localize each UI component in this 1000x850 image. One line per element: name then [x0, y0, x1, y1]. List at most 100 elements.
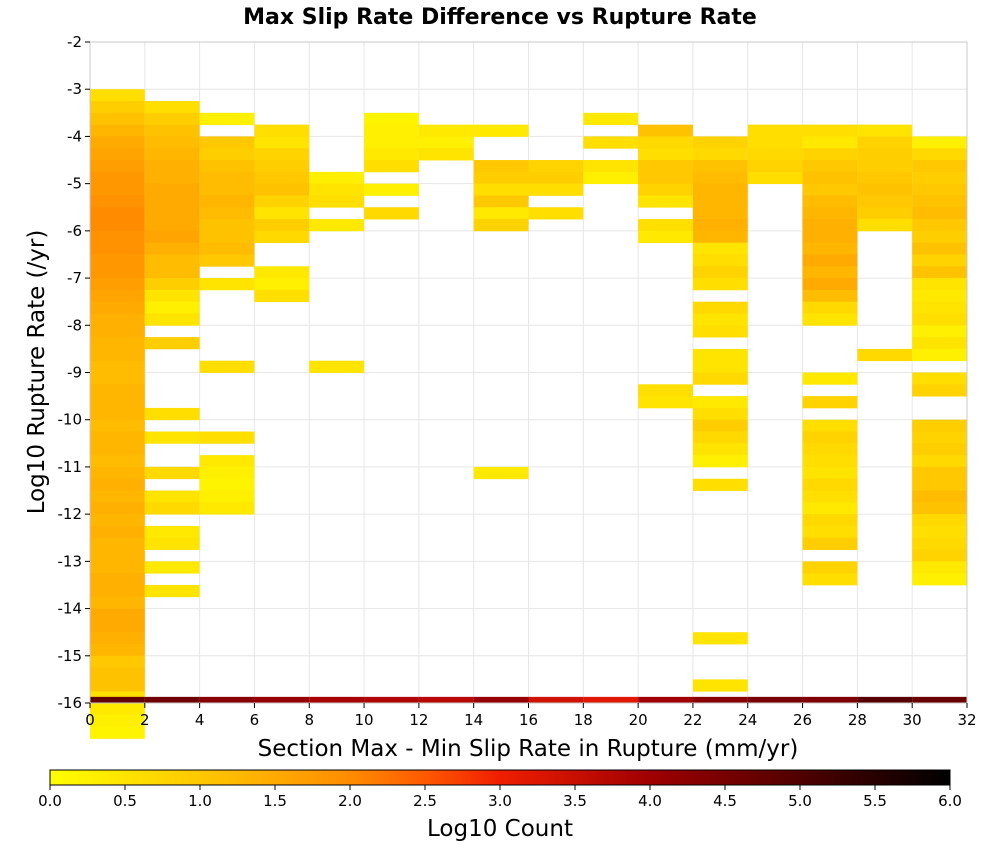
heatmap-cell: [857, 148, 913, 161]
heatmap-cell: [418, 148, 474, 161]
colorbar-tick-label: 4.0: [638, 792, 662, 810]
colorbar-tick-label: 3.5: [563, 792, 587, 810]
heatmap-cell: [199, 431, 255, 444]
heatmap-cell: [802, 278, 858, 291]
heatmap-cell-bottom-row: [912, 696, 967, 703]
heatmap-cell: [802, 396, 858, 409]
heatmap-cell: [309, 360, 365, 373]
heatmap-cell: [638, 230, 693, 244]
heatmap-cell: [692, 478, 748, 491]
heatmap-cell: [199, 171, 255, 185]
heatmap-cell: [912, 502, 967, 515]
heatmap-cell: [583, 171, 639, 185]
heatmap-cell: [254, 266, 310, 279]
heatmap-cell: [90, 466, 145, 480]
heatmap-cell: [364, 124, 419, 137]
heatmap-cell: [692, 207, 748, 220]
heatmap-cell: [144, 242, 200, 255]
heatmap-cell: [90, 478, 145, 491]
heatmap-cell: [254, 148, 310, 161]
heatmap-cell: [692, 136, 748, 149]
heatmap-cell: [912, 148, 967, 161]
heatmap-cell: [912, 443, 967, 456]
heatmap-cell: [912, 337, 967, 350]
heatmap-cell: [199, 455, 255, 468]
heatmap-cell: [692, 219, 748, 232]
heatmap-cell: [90, 278, 145, 291]
heatmap-cell: [802, 136, 858, 149]
heatmap-cell: [473, 160, 529, 173]
heatmap-cell: [912, 219, 967, 232]
heatmap-cell-bottom-row: [90, 696, 145, 703]
heatmap-cell: [90, 443, 145, 456]
heatmap-cell: [857, 348, 913, 362]
heatmap-cell: [144, 171, 200, 185]
heatmap-cell: [90, 207, 145, 220]
heatmap-cell: [638, 396, 693, 409]
colorbar-tick-label: 4.5: [713, 792, 737, 810]
heatmap-cell: [90, 431, 145, 444]
x-tick-label: 14: [464, 711, 483, 729]
heatmap-cell-bottom-row: [473, 696, 529, 703]
heatmap-cell: [199, 136, 255, 149]
heatmap-cell: [364, 183, 419, 196]
heatmap-cell: [912, 301, 967, 314]
heatmap-cell: [90, 325, 145, 338]
heatmap-cell: [90, 89, 145, 102]
heatmap-cell: [638, 136, 693, 149]
heatmap-cell: [90, 596, 145, 609]
heatmap-cell: [638, 384, 693, 397]
heatmap-cell: [912, 207, 967, 220]
y-tick-label: -12: [58, 505, 83, 523]
heatmap-cell: [90, 703, 145, 716]
heatmap-cell: [912, 372, 967, 385]
y-tick-label: -16: [58, 694, 83, 712]
heatmap-cell-bottom-row: [692, 696, 748, 703]
heatmap-cell: [144, 124, 200, 137]
heatmap-cell: [90, 183, 145, 196]
heatmap-cell: [802, 525, 858, 539]
heatmap-cell: [90, 714, 145, 728]
heatmap-cell: [912, 537, 967, 550]
heatmap-cell: [802, 443, 858, 456]
y-tick-label: -2: [67, 33, 82, 51]
heatmap-cell: [802, 301, 858, 314]
heatmap-cell: [90, 632, 145, 645]
x-axis-label: Section Max - Min Slip Rate in Rupture (…: [258, 736, 799, 762]
heatmap-cell: [90, 112, 145, 126]
y-tick-label: -7: [67, 269, 82, 287]
x-tick-label: 2: [140, 711, 150, 729]
y-axis-label: Log10 Rupture Rate (/yr): [24, 230, 50, 515]
heatmap-cell: [254, 160, 310, 173]
heatmap-cell: [912, 525, 967, 539]
heatmap-cell: [90, 230, 145, 244]
heatmap-cell: [199, 112, 255, 126]
heatmap-cell: [90, 537, 145, 550]
heatmap-cell: [199, 195, 255, 208]
heatmap-cell: [857, 219, 913, 232]
heatmap-cell: [473, 183, 529, 196]
heatmap-cell: [364, 207, 419, 220]
heatmap-cell: [912, 242, 967, 255]
x-tick-label: 18: [574, 711, 593, 729]
heatmap-cell: [692, 230, 748, 244]
heatmap-cell-bottom-row: [199, 696, 255, 703]
y-tick-label: -6: [67, 222, 82, 240]
heatmap-cell: [90, 502, 145, 515]
heatmap-cell: [309, 183, 365, 196]
heatmap-cell: [912, 431, 967, 444]
heatmap-cell: [90, 561, 145, 574]
heatmap-cell: [90, 337, 145, 350]
heatmap-cell: [912, 549, 967, 562]
heatmap-cell: [144, 230, 200, 244]
heatmap-cell: [144, 584, 200, 598]
heatmap-cell: [692, 266, 748, 279]
heatmap-cell: [90, 573, 145, 586]
heatmap-cell: [802, 431, 858, 444]
heatmap-cell: [199, 254, 255, 267]
heatmap-cell: [90, 101, 145, 114]
heatmap-cell: [912, 466, 967, 480]
heatmap-cell-bottom-row: [144, 696, 200, 703]
heatmap-cell: [802, 455, 858, 468]
heatmap-cell: [692, 360, 748, 373]
